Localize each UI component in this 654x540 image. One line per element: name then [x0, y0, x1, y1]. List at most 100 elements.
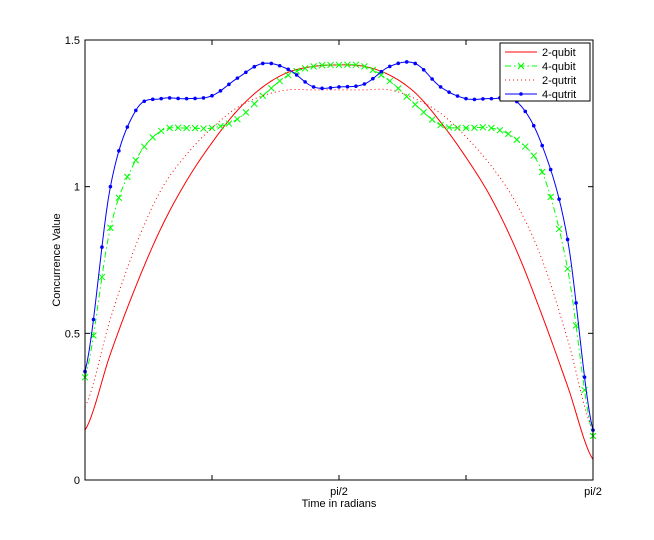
point-4-qubit-49	[496, 126, 504, 134]
point-4-qubit-7	[140, 143, 148, 151]
point-4-qutrit-22	[269, 61, 274, 66]
point-4-qubit-36	[386, 77, 394, 85]
x-tick-label-2: pi/2	[330, 486, 348, 498]
point-4-qutrit-47	[481, 97, 485, 101]
point-4-qubit-53	[530, 152, 538, 160]
point-4-qubit-32	[352, 61, 360, 69]
point-4-qubit-10	[166, 124, 174, 132]
legend-label-4-qutrit: 4-qutrit	[542, 89, 576, 101]
point-4-qutrit-21	[261, 61, 265, 66]
legend-entry-4-qutrit: 4-qutrit	[505, 89, 576, 101]
point-4-qutrit-24	[286, 67, 291, 72]
point-4-qubit-40	[420, 108, 428, 116]
point-4-qubit-54	[538, 168, 546, 176]
point-4-qubit-31	[344, 61, 351, 69]
point-4-qubit-14	[200, 125, 207, 132]
point-4-qubit-57	[564, 265, 571, 273]
point-4-qutrit-8	[150, 97, 155, 102]
legend-label-2-qubit: 2-qubit	[542, 47, 576, 59]
point-4-qubit-51	[513, 136, 521, 144]
point-4-qubit-28	[318, 61, 326, 69]
point-4-qubit-46	[471, 124, 478, 132]
point-4-qutrit-25	[294, 73, 299, 77]
point-4-qubit-52	[521, 143, 529, 150]
series-line-2-qutrit	[84, 88, 594, 431]
point-4-qutrit-46	[472, 97, 477, 102]
point-4-qutrit-56	[557, 197, 561, 201]
point-4-qutrit-10	[167, 96, 172, 100]
point-4-qutrit-23	[277, 63, 282, 68]
point-4-qubit-23	[276, 77, 284, 85]
point-4-qutrit-5	[125, 125, 130, 129]
y-axis-label: Concurrence Value	[51, 213, 63, 306]
point-4-qubit-24	[284, 71, 292, 79]
point-4-qubit-12	[183, 124, 190, 132]
point-4-qubit-43	[445, 124, 453, 131]
point-4-qubit-29	[327, 61, 334, 69]
point-4-qutrit-42	[438, 85, 443, 89]
series-layer	[81, 60, 597, 460]
point-4-qutrit-30	[337, 85, 341, 89]
point-4-qutrit-11	[176, 96, 180, 101]
point-4-qubit-48	[488, 124, 495, 132]
point-4-qubit-27	[310, 63, 317, 70]
legend-label-2-qutrit: 2-qutrit	[542, 75, 576, 87]
point-4-qubit-39	[411, 101, 419, 108]
point-4-qubit-11	[174, 124, 182, 132]
point-4-qutrit-44	[455, 94, 460, 98]
point-4-qutrit-54	[540, 143, 544, 148]
point-4-qutrit-57	[565, 237, 570, 242]
point-4-qutrit-17	[227, 82, 231, 87]
point-4-qutrit-33	[362, 82, 367, 86]
point-4-qubit-42	[437, 121, 444, 129]
point-4-qutrit-31	[345, 84, 350, 89]
point-4-qubit-18	[234, 115, 241, 123]
x-axis-label: Time in radians	[302, 498, 377, 510]
y-tick-label-1: 0.5	[65, 328, 80, 340]
point-4-qutrit-58	[574, 301, 578, 305]
ticks-layer: pi/2 pi/2 0 0.5 1 1.5	[65, 35, 602, 498]
point-4-qutrit-28	[320, 86, 324, 91]
point-4-qubit-56	[555, 225, 563, 233]
legend-marker-4-qubit	[517, 62, 525, 70]
point-4-qutrit-1	[91, 317, 96, 322]
point-4-qubit-4	[115, 194, 123, 202]
plot-area	[85, 40, 593, 480]
point-4-qubit-16	[217, 122, 224, 130]
point-4-qubit-9	[157, 127, 165, 135]
point-4-qutrit-43	[447, 90, 451, 94]
point-4-qutrit-2	[100, 245, 104, 249]
point-4-qutrit-41	[430, 77, 434, 81]
legend-label-4-qubit: 4-qubit	[542, 61, 576, 73]
point-4-qutrit-16	[218, 89, 223, 93]
point-4-qutrit-35	[379, 69, 384, 74]
point-4-qubit-13	[191, 124, 199, 132]
point-4-qutrit-6	[134, 108, 138, 113]
point-4-qutrit-55	[548, 167, 553, 172]
legend-entry-2-qutrit: 2-qutrit	[505, 75, 576, 87]
point-4-qubit-55	[547, 193, 555, 201]
point-4-qubit-3	[107, 224, 114, 232]
point-4-qutrit-45	[464, 96, 468, 101]
point-4-qubit-45	[462, 124, 470, 132]
point-4-qutrit-34	[371, 76, 375, 81]
y-tick-label-2: 1	[74, 182, 80, 194]
point-4-qubit-47	[479, 123, 487, 131]
point-4-qubit-34	[369, 66, 377, 74]
point-4-qutrit-3	[108, 184, 113, 189]
point-4-qutrit-38	[404, 60, 409, 64]
point-4-qubit-30	[335, 61, 343, 69]
point-4-qutrit-29	[328, 86, 333, 90]
point-4-qubit-22	[267, 84, 275, 92]
point-4-qutrit-19	[244, 70, 248, 75]
point-4-qutrit-9	[159, 96, 163, 101]
point-4-qubit-26	[301, 65, 309, 72]
point-4-qutrit-7	[142, 99, 147, 104]
point-4-qutrit-36	[388, 64, 392, 69]
legend-box	[499, 42, 591, 102]
point-4-qutrit-12	[184, 96, 189, 101]
point-4-qutrit-40	[421, 67, 426, 72]
point-4-qutrit-18	[235, 76, 240, 80]
point-4-qubit-17	[225, 120, 233, 127]
point-4-qutrit-13	[193, 96, 197, 101]
